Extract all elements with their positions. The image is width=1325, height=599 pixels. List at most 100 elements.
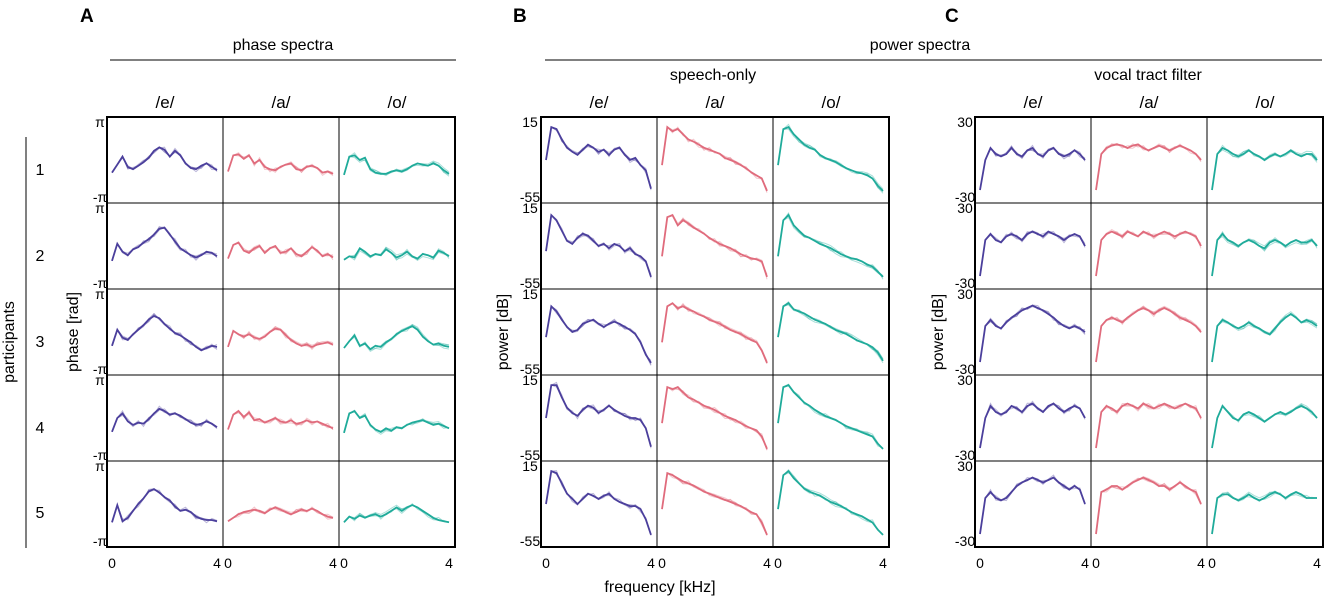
trial-trace <box>661 125 768 192</box>
mean-trace <box>545 384 652 448</box>
spectrum-a-p5-e <box>111 488 218 524</box>
ytick-top: 15 <box>522 372 538 388</box>
mean-trace <box>111 146 218 174</box>
mean-trace <box>343 154 450 176</box>
xtick-start: 0 <box>658 555 666 571</box>
mean-trace <box>777 302 884 362</box>
vocal-tract-filter-header: vocal tract filter <box>1094 67 1202 84</box>
mean-trace <box>111 314 218 352</box>
trial-trace <box>1211 403 1318 449</box>
xtick-end: 4 <box>329 555 337 571</box>
ytick-top: π <box>95 372 105 388</box>
ytick-bottom: -55 <box>520 275 540 291</box>
xtick-start: 0 <box>976 555 984 571</box>
trial-trace <box>227 410 334 430</box>
mean-trace <box>1211 312 1318 363</box>
vowel-label-a-3: /o/ <box>388 93 407 112</box>
spectrum-a-p2-a <box>227 241 334 261</box>
xtick-end: 4 <box>647 555 655 571</box>
trial-trace <box>545 305 652 366</box>
ytick-bottom: -π <box>93 361 108 377</box>
trial-trace <box>545 470 652 535</box>
ylabel-a: phase [rad] <box>65 292 82 372</box>
spectrum-c-p1-o <box>1211 144 1318 191</box>
spectrum-a-p5-o <box>343 503 450 524</box>
xtick-start: 0 <box>224 555 232 571</box>
mean-trace <box>979 304 1086 363</box>
trial-trace <box>979 306 1086 363</box>
mean-trace <box>1211 146 1318 191</box>
spectrum-b-p3-a <box>661 302 768 364</box>
spectrum-a-p1-e <box>111 146 218 174</box>
ytick-bottom: -30 <box>955 361 975 377</box>
trial-trace <box>343 246 450 262</box>
participant-2-label: 2 <box>36 248 45 265</box>
spectrum-a-p2-o <box>343 246 450 262</box>
spectrum-a-p5-a <box>227 505 334 522</box>
mean-trace <box>1211 491 1317 535</box>
trial-trace <box>661 302 768 364</box>
spectrum-b-p4-e <box>545 381 652 449</box>
ytick-top: 30 <box>957 286 973 302</box>
mean-trace <box>1095 402 1202 449</box>
mean-trace <box>1095 476 1202 535</box>
trial-trace <box>1095 231 1202 277</box>
xtick-end: 4 <box>763 555 771 571</box>
trial-trace <box>1211 144 1318 191</box>
spectrum-b-p1-a <box>661 125 768 193</box>
trial-trace <box>661 472 768 535</box>
participant-1-label: 1 <box>36 162 45 179</box>
mean-trace <box>1095 307 1202 363</box>
spectrum-c-p5-e <box>979 474 1086 535</box>
ytick-top: 30 <box>957 458 973 474</box>
mean-trace <box>227 241 334 259</box>
spectrum-c-p1-e <box>979 144 1086 191</box>
xtick-end: 4 <box>213 555 221 571</box>
ylabel-b: power [dB] <box>495 294 512 370</box>
ytick-bottom: -55 <box>520 533 540 549</box>
ytick-top: 15 <box>522 200 538 216</box>
trial-trace <box>227 507 334 522</box>
trial-trace <box>661 386 768 448</box>
spectrum-c-p2-a <box>1095 229 1202 277</box>
ytick-bottom: -π <box>93 447 108 463</box>
trial-trace <box>111 314 218 350</box>
trial-trace <box>1095 477 1202 535</box>
spectrum-b-p5-a <box>661 471 768 536</box>
xtick-start: 0 <box>542 555 550 571</box>
spectrum-a-p3-a <box>227 326 334 351</box>
spectrum-b-p5-e <box>545 469 652 536</box>
mean-trace <box>343 325 450 351</box>
trial-trace <box>979 476 1086 535</box>
trial-trace <box>777 216 884 276</box>
ytick-bottom: -30 <box>955 189 975 205</box>
spectrum-a-p4-e <box>111 405 218 433</box>
trial-trace <box>545 384 652 449</box>
spectrum-a-p4-o <box>343 409 450 435</box>
mean-trace <box>661 385 768 450</box>
trial-trace <box>661 386 768 451</box>
xtick-start: 0 <box>774 555 782 571</box>
participant-4-label: 4 <box>36 420 45 437</box>
mean-trace <box>979 146 1086 191</box>
spectrum-a-p1-o <box>343 152 450 177</box>
spectrum-b-p2-o <box>777 211 884 280</box>
panel-frame-b <box>540 116 890 548</box>
spectrum-c-p4-o <box>1211 403 1318 449</box>
mean-trace <box>545 213 652 278</box>
xtick-end: 4 <box>445 555 453 571</box>
spectrum-c-p5-o <box>1211 490 1318 535</box>
spectrum-c-p3-e <box>979 304 1086 363</box>
ytick-bottom: -30 <box>955 275 975 291</box>
spectrum-b-p1-o <box>777 123 884 194</box>
panel-letter-c: C <box>945 6 959 27</box>
trial-trace <box>777 385 884 449</box>
vowel-label-c-2: /a/ <box>1140 93 1159 112</box>
ytick-bottom: -π <box>93 275 108 291</box>
trial-trace <box>777 304 884 364</box>
spectrum-c-p4-a <box>1095 401 1202 449</box>
xtick-end: 4 <box>1313 555 1321 571</box>
trial-trace <box>1211 230 1318 277</box>
ytick-top: 15 <box>522 114 538 130</box>
